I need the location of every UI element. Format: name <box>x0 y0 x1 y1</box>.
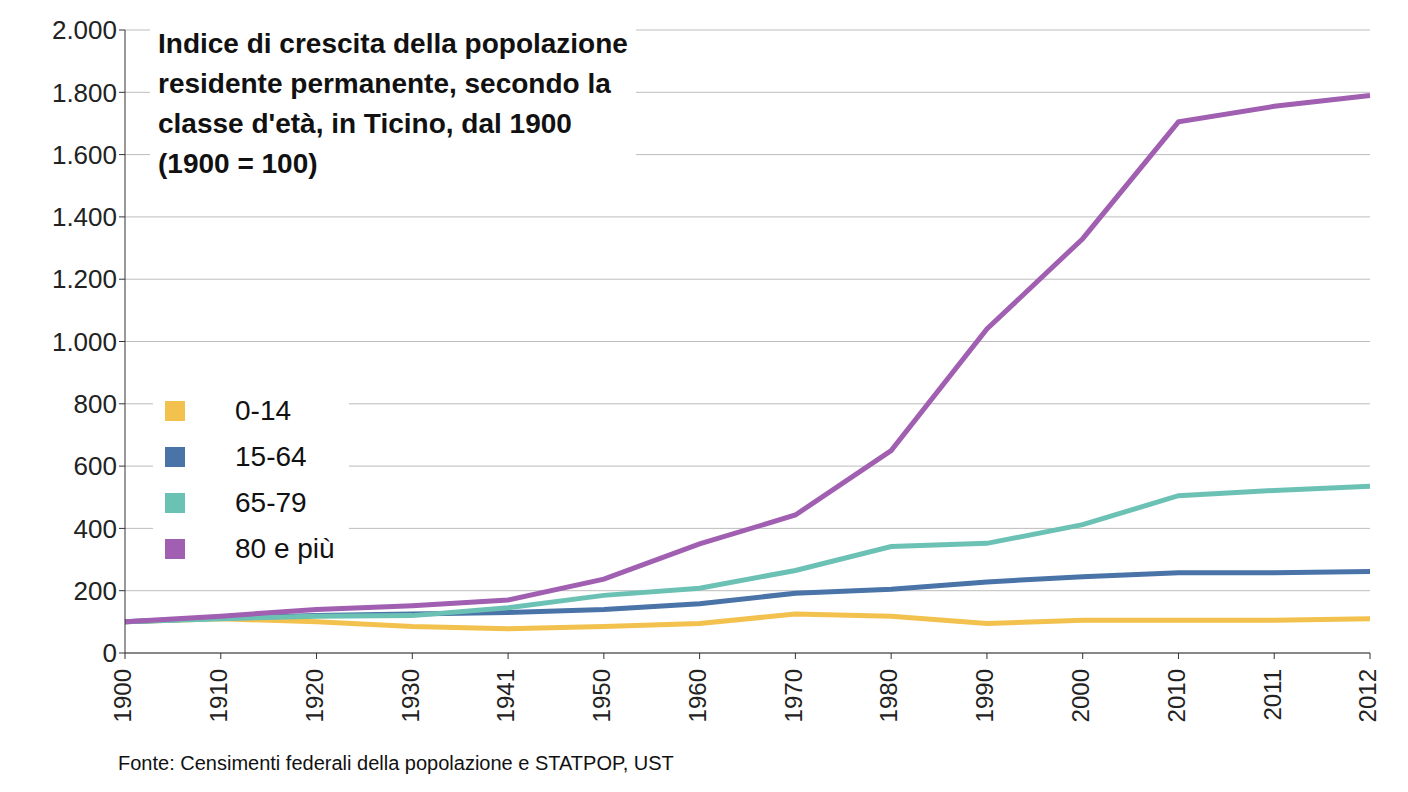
html-text:65-79: 65-79 <box>235 487 307 518</box>
svg-text:1960: 1960 <box>684 669 711 722</box>
svg-text:1900: 1900 <box>109 669 136 722</box>
svg-text:2.000: 2.000 <box>52 15 117 45</box>
svg-text:1.400: 1.400 <box>52 202 117 232</box>
svg-text:1920: 1920 <box>301 669 328 722</box>
svg-text:1970: 1970 <box>780 669 807 722</box>
svg-text:1.000: 1.000 <box>52 327 117 357</box>
svg-text:2000: 2000 <box>1067 669 1094 722</box>
svg-text:1930: 1930 <box>397 669 424 722</box>
svg-text:1.800: 1.800 <box>52 78 117 108</box>
svg-text:1980: 1980 <box>875 669 902 722</box>
svg-text:600: 600 <box>74 451 117 481</box>
html-text:residente permanente, secondo: residente permanente, secondo la <box>158 68 611 99</box>
html-text:15-64: 15-64 <box>235 441 307 472</box>
html-text:80 e più: 80 e più <box>235 533 335 564</box>
svg-text:400: 400 <box>74 514 117 544</box>
svg-text:0: 0 <box>103 638 117 668</box>
html-text:(1900 = 100): (1900 = 100) <box>158 148 318 179</box>
svg-text:1990: 1990 <box>971 669 998 722</box>
html-text:0-14: 0-14 <box>235 395 291 426</box>
html-text:Fonte: Censimenti federali del: Fonte: Censimenti federali della popolaz… <box>118 752 674 774</box>
html-text:classe d'età, in Ticino, dal 1: classe d'età, in Ticino, dal 1900 <box>158 108 572 139</box>
svg-text:1950: 1950 <box>588 669 615 722</box>
svg-text:1.200: 1.200 <box>52 264 117 294</box>
svg-text:1910: 1910 <box>205 669 232 722</box>
svg-text:2011: 2011 <box>1259 669 1286 721</box>
svg-text:2012: 2012 <box>1354 669 1381 722</box>
svg-text:2010: 2010 <box>1163 669 1190 722</box>
svg-text:200: 200 <box>74 576 117 606</box>
html-text:Indice di crescita della popol: Indice di crescita della popolazione <box>158 28 628 59</box>
svg-text:1941: 1941 <box>492 669 519 722</box>
svg-text:1.600: 1.600 <box>52 140 117 170</box>
svg-text:800: 800 <box>74 389 117 419</box>
